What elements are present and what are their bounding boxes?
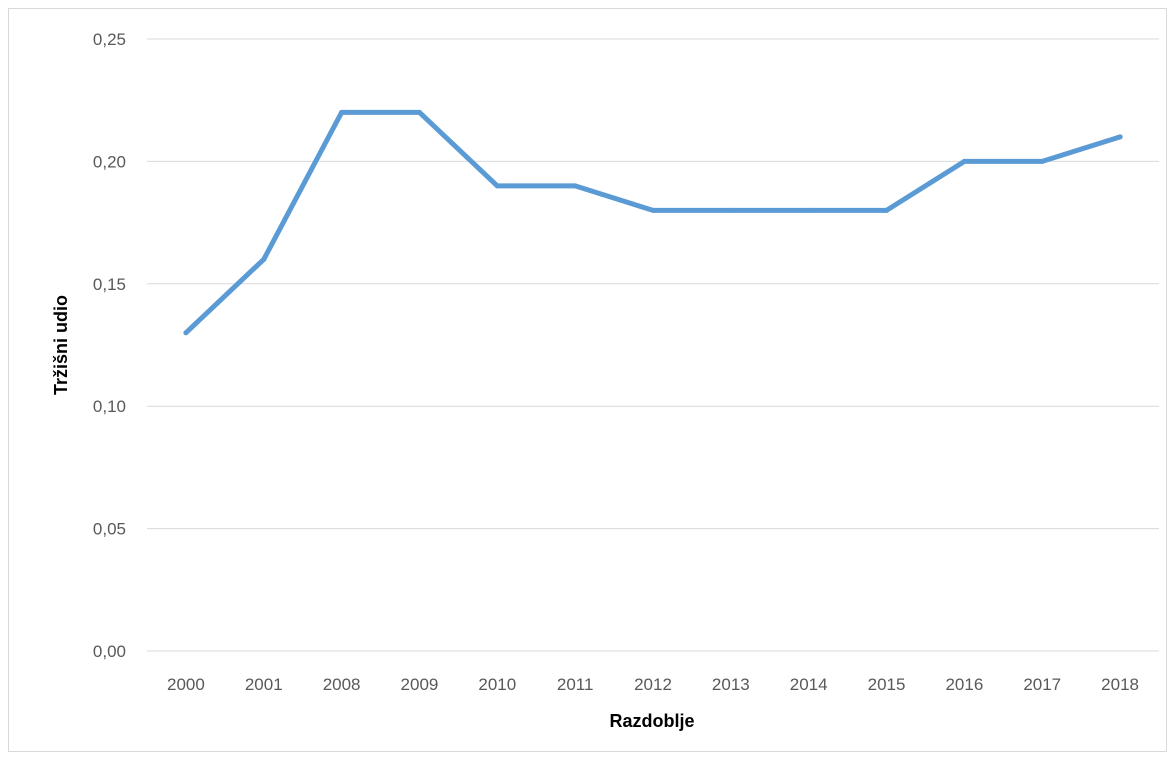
y-tick-label: 0,05: [93, 520, 126, 539]
data-point: [339, 109, 345, 115]
x-tick-label: 2016: [945, 675, 983, 694]
x-tick-label: 2012: [634, 675, 672, 694]
x-tick-label: 2017: [1023, 675, 1061, 694]
series-layer: [183, 109, 1123, 336]
y-tick-label: 0,15: [93, 275, 126, 294]
data-point: [572, 183, 578, 189]
x-tick-label: 2009: [401, 675, 439, 694]
x-axis-title: Razdoblje: [609, 711, 694, 731]
gridlines: [147, 38, 1159, 652]
x-tick-label: 2010: [478, 675, 516, 694]
data-point: [728, 207, 734, 213]
data-point: [416, 109, 422, 115]
x-tick-label: 2018: [1101, 675, 1139, 694]
x-tick-label: 2015: [868, 675, 906, 694]
data-point: [1117, 134, 1123, 140]
series-line: [183, 109, 1123, 336]
y-tick-labels: 0,00 0,05 0,10 0,15 0,20 0,25: [93, 30, 126, 661]
data-point: [183, 330, 189, 336]
y-tick-label: 0,10: [93, 397, 126, 416]
data-point: [494, 183, 500, 189]
x-tick-labels: 2000 2001 2008 2009 2010 2011 2012 2013 2014 2015…: [167, 675, 1139, 694]
x-tick-label: 2014: [790, 675, 828, 694]
y-axis-title: Tržišni udio: [51, 295, 71, 395]
x-tick-label: 2011: [557, 675, 594, 694]
data-point: [650, 207, 656, 213]
data-point: [1039, 158, 1045, 164]
y-tick-label: 0,00: [93, 642, 126, 661]
x-tick-label: 2013: [712, 675, 750, 694]
data-point: [261, 256, 267, 262]
data-point: [961, 158, 967, 164]
y-tick-label: 0,20: [93, 152, 126, 171]
x-tick-label: 2008: [323, 675, 361, 694]
data-point: [884, 207, 890, 213]
y-tick-label: 0,25: [93, 30, 126, 49]
x-tick-label: 2001: [245, 675, 283, 694]
data-point: [806, 207, 812, 213]
x-tick-label: 2000: [167, 675, 205, 694]
chart-frame: [8, 8, 1167, 752]
